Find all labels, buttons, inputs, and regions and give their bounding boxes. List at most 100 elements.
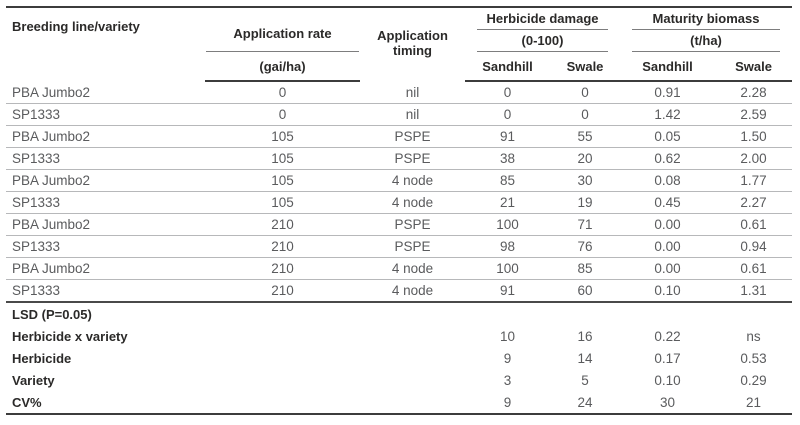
cell-biomass-swale: 1.31 [715, 280, 793, 303]
table-body: PBA Jumbo2 0 nil 0 0 0.91 2.28 SP1333 0 … [6, 82, 793, 303]
cell-biomass-swale: 0.61 [715, 214, 793, 236]
table-row: SP1333 210 PSPE 98 76 0.00 0.94 [6, 236, 793, 258]
cell-variety: SP1333 [6, 104, 205, 126]
stat-biomass-swale: 21 [745, 394, 762, 410]
cell-biomass-sandhill: 0.08 [620, 170, 715, 192]
cell-biomass-sandhill: 0.62 [620, 148, 715, 170]
cell-damage-sandhill: 21 [465, 192, 550, 214]
cell-damage-sandhill: 0 [465, 104, 550, 126]
cell-variety: PBA Jumbo2 [6, 214, 205, 236]
cell-biomass-sandhill: 0.45 [620, 192, 715, 214]
application-rate-label: Application rate [233, 26, 332, 41]
cell-damage-sandhill: 91 [465, 280, 550, 303]
stat-biomass-swale: ns [746, 328, 761, 344]
cell-rate: 105 [205, 148, 360, 170]
cell-biomass-sandhill: 0.00 [620, 258, 715, 280]
cell-timing: 4 node [360, 258, 465, 280]
cell-timing: PSPE [360, 126, 465, 148]
cell-biomass-swale: 2.00 [715, 148, 793, 170]
cell-biomass-swale: 2.27 [715, 192, 793, 214]
cell-rate: 105 [205, 126, 360, 148]
stat-biomass-sandhill [620, 303, 715, 325]
stat-row: Herbicide 9 14 0.17 0.53 [6, 347, 792, 369]
cell-biomass-sandhill: 0.05 [620, 126, 715, 148]
cell-variety: PBA Jumbo2 [6, 126, 205, 148]
stat-label-herbicide: Herbicide [12, 350, 72, 366]
stat-biomass-sandhill: 0.22 [654, 328, 681, 344]
table-row: PBA Jumbo2 0 nil 0 0 0.91 2.28 [6, 82, 793, 104]
cell-damage-sandhill: 85 [465, 170, 550, 192]
stat-damage-sandhill: 9 [503, 394, 512, 410]
stat-damage-sandhill: 3 [503, 372, 512, 388]
maturity-biomass-label: Maturity biomass [652, 11, 760, 26]
stat-row: Herbicide x variety 10 16 0.22 ns [6, 325, 792, 347]
cell-rate: 105 [205, 192, 360, 214]
stat-row: LSD (P=0.05) [6, 303, 792, 325]
header-row-sites: (gai/ha) Sandhill Swale Sandhill Swale [6, 52, 793, 82]
stat-damage-swale [550, 303, 620, 325]
trial-results-table-container: Breeding line/variety Application rate A… [6, 6, 793, 415]
cell-rate: 210 [205, 214, 360, 236]
cell-damage-sandhill: 100 [465, 258, 550, 280]
stat-label-herbicide-x-variety: Herbicide x variety [12, 328, 128, 344]
cell-rate: 210 [205, 258, 360, 280]
cell-biomass-sandhill: 0.10 [620, 280, 715, 303]
stat-row: Variety 3 5 0.10 0.29 [6, 369, 792, 391]
table-row: PBA Jumbo2 210 PSPE 100 71 0.00 0.61 [6, 214, 793, 236]
stat-biomass-swale: 0.29 [740, 372, 767, 388]
cell-timing: nil [360, 82, 465, 104]
cell-damage-swale: 20 [550, 148, 620, 170]
cell-variety: SP1333 [6, 236, 205, 258]
cell-biomass-sandhill: 0.00 [620, 236, 715, 258]
table-row: SP1333 0 nil 0 0 1.42 2.59 [6, 104, 793, 126]
table-row: SP1333 210 4 node 91 60 0.10 1.31 [6, 280, 793, 303]
cell-rate: 210 [205, 280, 360, 303]
cell-variety: PBA Jumbo2 [6, 258, 205, 280]
cell-variety: PBA Jumbo2 [6, 170, 205, 192]
cell-damage-sandhill: 98 [465, 236, 550, 258]
cell-variety: SP1333 [6, 192, 205, 214]
table-row: PBA Jumbo2 105 4 node 85 30 0.08 1.77 [6, 170, 793, 192]
cell-damage-sandhill: 91 [465, 126, 550, 148]
cell-biomass-swale: 2.59 [715, 104, 793, 126]
cell-biomass-swale: 0.94 [715, 236, 793, 258]
cell-rate: 0 [205, 82, 360, 104]
cell-rate: 0 [205, 104, 360, 126]
col-header-damage-sandhill: Sandhill [465, 52, 550, 82]
cell-damage-swale: 85 [550, 258, 620, 280]
table-header: Breeding line/variety Application rate A… [6, 8, 793, 82]
cell-variety: PBA Jumbo2 [6, 82, 205, 104]
header-row-units: (0-100) (t/ha) [6, 30, 792, 52]
header-row-groups: Breeding line/variety Application rate A… [6, 8, 792, 58]
col-header-biomass-sandhill: Sandhill [620, 52, 715, 82]
stat-label-cv: CV% [12, 394, 42, 410]
statistics-section: LSD (P=0.05) Herbicide x variety 10 16 0… [6, 303, 792, 413]
stat-damage-sandhill: 9 [503, 350, 512, 366]
cell-damage-swale: 0 [550, 104, 620, 126]
biomass-unit-label: (t/ha) [690, 33, 722, 48]
stat-label-lsd: LSD (P=0.05) [12, 306, 92, 322]
table-row: SP1333 105 4 node 21 19 0.45 2.27 [6, 192, 793, 214]
cell-damage-swale: 55 [550, 126, 620, 148]
stat-damage-sandhill [465, 303, 550, 325]
cell-damage-sandhill: 100 [465, 214, 550, 236]
col-header-rate-unit: (gai/ha) [205, 52, 360, 82]
stat-damage-swale: 5 [581, 372, 589, 388]
col-header-biomass-swale: Swale [715, 52, 793, 82]
cell-biomass-swale: 0.61 [715, 258, 793, 280]
trial-results-table: Breeding line/variety Application rate A… [6, 6, 793, 415]
table-row: SP1333 105 PSPE 38 20 0.62 2.00 [6, 148, 793, 170]
cell-timing: PSPE [360, 148, 465, 170]
cell-biomass-swale: 2.28 [715, 82, 793, 104]
cell-variety: SP1333 [6, 148, 205, 170]
col-header-damage-unit: (0-100) [465, 30, 620, 52]
cell-timing: PSPE [360, 214, 465, 236]
stat-damage-swale: 14 [577, 350, 593, 366]
cell-damage-swale: 71 [550, 214, 620, 236]
cell-rate: 210 [205, 236, 360, 258]
cell-timing: 4 node [360, 170, 465, 192]
col-header-maturity-biomass: Maturity biomass [620, 8, 792, 30]
col-header-application-rate: Application rate [205, 8, 360, 52]
stat-damage-swale: 24 [577, 394, 593, 410]
damage-unit-label: (0-100) [521, 33, 564, 48]
